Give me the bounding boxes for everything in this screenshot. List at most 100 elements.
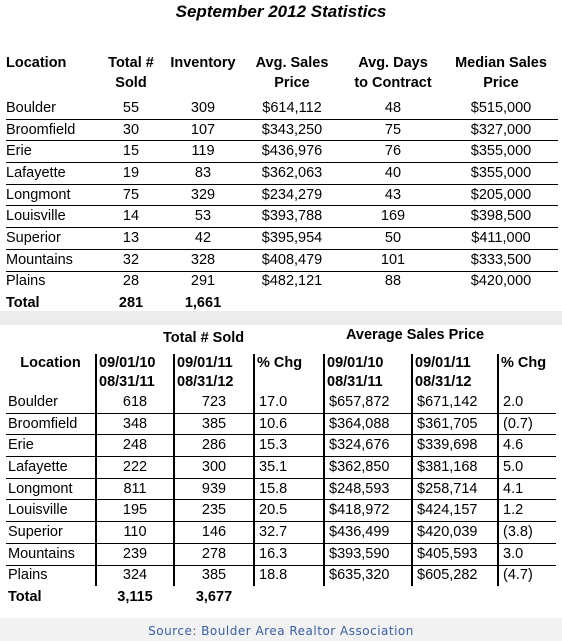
column-header: 08/31/12	[173, 373, 254, 392]
table-cell: 17.0	[253, 392, 324, 414]
table-cell: 35.1	[253, 456, 324, 479]
column-header: Avg. Sales Price	[255, 55, 329, 91]
table-cell: Broomfield	[6, 119, 98, 142]
table-cell: 811	[95, 478, 174, 501]
section-divider	[0, 311, 562, 325]
table-cell: Louisville	[6, 205, 98, 229]
table-cell: 239	[95, 543, 174, 566]
table-cell: Longmont	[6, 478, 96, 501]
column-header: Inventory	[170, 55, 236, 71]
table-header-row: Location Total # Sold Inventory Avg. Sale…	[6, 53, 558, 93]
table-cell: $339,698	[411, 434, 498, 458]
column-header: Avg. Days to Contract	[354, 55, 432, 91]
table-cell: 83	[164, 162, 242, 185]
table-cell: 5.0	[497, 456, 556, 479]
table-cell: 32.7	[253, 521, 324, 544]
table-cell: Total	[8, 588, 42, 605]
table-cell: $248,593	[323, 478, 412, 501]
table-cell: Plains	[6, 273, 46, 290]
group-header-avg-price: Average Sales Price	[346, 327, 485, 343]
table-cell: 235	[173, 499, 254, 523]
total-row: Total 281 1,661	[6, 292, 558, 314]
table-cell: 30	[98, 119, 164, 142]
table-cell: 76	[342, 140, 444, 164]
table-cell: $420,000	[470, 273, 532, 290]
table-cell: 222	[95, 456, 174, 479]
table-cell: 195	[95, 499, 174, 523]
table-cell: 309	[164, 98, 242, 120]
column-header: % Chg	[253, 354, 324, 373]
table-header-row: Location 09/01/10 09/01/11 % Chg 09/01/1…	[6, 354, 556, 373]
table-row: Superior 13 42 $395,954 50 $411,000	[6, 227, 558, 250]
table-cell: $515,000	[444, 98, 558, 120]
table-cell: 40	[342, 162, 444, 185]
table-cell: Mountains	[6, 249, 98, 272]
table-cell: 18.8	[253, 565, 324, 587]
table-cell: 248	[95, 434, 174, 458]
table-cell: $635,320	[323, 565, 412, 587]
table-cell: 4.1	[497, 478, 556, 501]
table-cell: $436,499	[323, 521, 412, 544]
table-row: Louisville 14 53 $393,788 169 $398,500	[6, 205, 558, 229]
table-cell	[254, 586, 324, 608]
table-cell: 939	[173, 478, 254, 501]
table-cell: 291	[190, 273, 216, 290]
table-cell: (4.7)	[497, 565, 556, 587]
table-header-row: 08/31/11 08/31/12 08/31/11 08/31/12	[6, 373, 556, 392]
table-cell: 281	[118, 294, 144, 311]
table-cell: 14	[98, 205, 164, 229]
table-cell: Mountains	[6, 543, 96, 566]
table-cell: Longmont	[6, 184, 98, 207]
table-cell: $333,500	[444, 249, 558, 272]
table-cell: $614,112	[242, 98, 342, 120]
table-cell: 385	[173, 565, 254, 587]
table-cell: $393,590	[323, 543, 412, 566]
table-cell: Boulder	[6, 98, 98, 120]
table-cell: 32	[98, 249, 164, 272]
column-header: Total # Sold	[108, 55, 154, 91]
table-cell: $482,121	[261, 273, 323, 290]
table-cell: 88	[384, 273, 402, 290]
column-header	[497, 373, 556, 392]
table-row: Mountains 32 328 $408,479 101 $333,500	[6, 249, 558, 272]
table-cell: 19	[98, 162, 164, 185]
table-cell: 2.0	[497, 392, 556, 414]
column-header: 09/01/11	[411, 354, 498, 373]
table-cell: $327,000	[444, 119, 558, 142]
table-cell: $362,850	[323, 456, 412, 479]
table-cell: 13	[98, 227, 164, 250]
table-row: Erie 15 119 $436,976 76 $355,000	[6, 140, 558, 164]
table-row: Lafayette 19 83 $362,063 40 $355,000	[6, 162, 558, 185]
table-cell: 50	[342, 227, 444, 250]
table-cell: $411,000	[444, 227, 558, 250]
table-cell: $355,000	[444, 140, 558, 164]
table-cell: 286	[173, 434, 254, 458]
table-cell	[412, 586, 498, 608]
page-title: September 2012 Statistics	[175, 2, 387, 21]
column-header: % Chg	[497, 354, 556, 373]
table-cell: 300	[173, 456, 254, 479]
column-header: 08/31/12	[411, 373, 498, 392]
table-cell: 723	[173, 392, 254, 414]
table-cell: $657,872	[323, 392, 412, 414]
table-cell: Plains	[8, 567, 48, 584]
table-cell: Louisville	[6, 499, 96, 523]
table-row: Louisville 195 235 20.5 $418,972 $424,157 1.2	[6, 499, 556, 523]
table-cell: 48	[342, 98, 444, 120]
table-cell	[324, 586, 412, 608]
table-cell: $258,714	[411, 478, 498, 501]
table-cell: $234,279	[242, 184, 342, 207]
table-cell: $424,157	[411, 499, 498, 523]
table-cell: 4.6	[497, 434, 556, 458]
column-header	[6, 373, 96, 392]
table-cell: Superior	[6, 521, 96, 544]
table-cell: 278	[173, 543, 254, 566]
table-cell: 101	[342, 249, 444, 272]
table-cell: 1,661	[184, 294, 222, 311]
table-cell: 169	[342, 205, 444, 229]
table-cell: 42	[164, 227, 242, 250]
table-cell: $395,954	[242, 227, 342, 250]
table-row: Broomfield 348 385 10.6 $364,088 $361,705 (0.7…	[6, 413, 556, 436]
table-cell: 75	[342, 119, 444, 142]
table-cell: 107	[164, 119, 242, 142]
